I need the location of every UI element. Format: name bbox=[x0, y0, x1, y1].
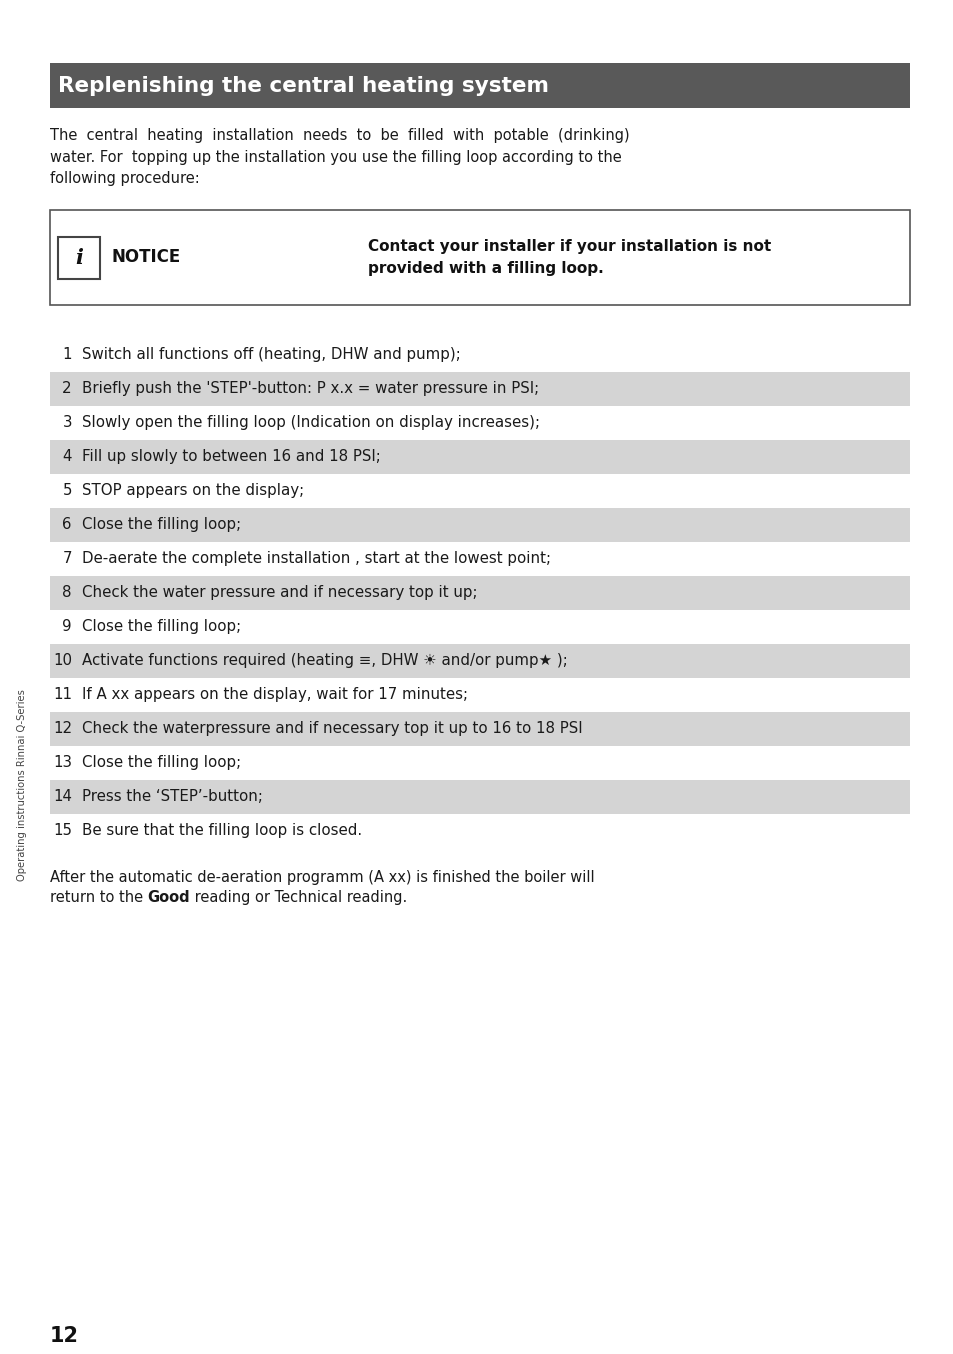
Text: 2: 2 bbox=[62, 382, 71, 397]
Text: Operating instructions Rinnai Q-Series: Operating instructions Rinnai Q-Series bbox=[17, 689, 27, 881]
Bar bbox=[50, 780, 909, 814]
Text: If A xx appears on the display, wait for 17 minutes;: If A xx appears on the display, wait for… bbox=[82, 688, 468, 703]
Text: Close the filling loop;: Close the filling loop; bbox=[82, 620, 241, 635]
Text: Replenishing the central heating system: Replenishing the central heating system bbox=[58, 76, 548, 96]
Text: 11: 11 bbox=[53, 688, 71, 703]
Text: De-aerate the complete installation , start at the lowest point;: De-aerate the complete installation , st… bbox=[82, 551, 551, 566]
Text: 12: 12 bbox=[50, 1326, 79, 1346]
Text: Check the waterpressure and if necessary top it up to 16 to 18 PSI: Check the waterpressure and if necessary… bbox=[82, 722, 582, 737]
Text: Close the filling loop;: Close the filling loop; bbox=[82, 517, 241, 532]
Bar bbox=[50, 440, 909, 474]
Bar bbox=[50, 575, 909, 611]
Text: Good: Good bbox=[148, 890, 191, 904]
Text: 7: 7 bbox=[63, 551, 71, 566]
Bar bbox=[50, 712, 909, 746]
Text: 1: 1 bbox=[63, 348, 71, 363]
Text: Fill up slowly to between 16 and 18 PSI;: Fill up slowly to between 16 and 18 PSI; bbox=[82, 450, 380, 464]
Text: 9: 9 bbox=[63, 620, 71, 635]
Bar bbox=[50, 210, 909, 305]
Text: After the automatic de-aeration programm (A xx) is finished the boiler will: After the automatic de-aeration programm… bbox=[50, 871, 594, 886]
Text: 6: 6 bbox=[63, 517, 71, 532]
Text: Switch all functions off (heating, DHW and pump);: Switch all functions off (heating, DHW a… bbox=[82, 348, 460, 363]
Bar bbox=[50, 64, 909, 108]
Text: 12: 12 bbox=[52, 722, 71, 737]
Text: Close the filling loop;: Close the filling loop; bbox=[82, 756, 241, 770]
Text: reading or Technical reading.: reading or Technical reading. bbox=[191, 890, 407, 904]
Text: 3: 3 bbox=[63, 416, 71, 431]
Bar bbox=[50, 372, 909, 406]
Text: 10: 10 bbox=[53, 654, 71, 669]
Text: Be sure that the filling loop is closed.: Be sure that the filling loop is closed. bbox=[82, 823, 362, 838]
Text: Briefly push the 'STEP'-button: P x.x = water pressure in PSI;: Briefly push the 'STEP'-button: P x.x = … bbox=[82, 382, 538, 397]
Text: 5: 5 bbox=[63, 483, 71, 498]
Text: Contact your installer if your installation is not
provided with a filling loop.: Contact your installer if your installat… bbox=[368, 240, 771, 275]
Text: 14: 14 bbox=[53, 789, 71, 804]
Bar bbox=[50, 645, 909, 678]
Text: 4: 4 bbox=[63, 450, 71, 464]
Text: NOTICE: NOTICE bbox=[112, 249, 181, 267]
Text: The  central  heating  installation  needs  to  be  filled  with  potable  (drin: The central heating installation needs t… bbox=[50, 129, 629, 187]
Text: i: i bbox=[75, 248, 83, 268]
Bar bbox=[50, 508, 909, 542]
Text: return to the: return to the bbox=[50, 890, 148, 904]
Text: 15: 15 bbox=[53, 823, 71, 838]
Bar bbox=[58, 237, 100, 279]
Text: 13: 13 bbox=[53, 756, 71, 770]
Text: Check the water pressure and if necessary top it up;: Check the water pressure and if necessar… bbox=[82, 585, 477, 601]
Text: Press the ‘STEP’-button;: Press the ‘STEP’-button; bbox=[82, 789, 263, 804]
Text: 8: 8 bbox=[63, 585, 71, 601]
Text: STOP appears on the display;: STOP appears on the display; bbox=[82, 483, 304, 498]
Text: Slowly open the filling loop (Indication on display increases);: Slowly open the filling loop (Indication… bbox=[82, 416, 539, 431]
Text: Activate functions required (heating ≡, DHW ☀ and/or pump★ );: Activate functions required (heating ≡, … bbox=[82, 654, 567, 669]
